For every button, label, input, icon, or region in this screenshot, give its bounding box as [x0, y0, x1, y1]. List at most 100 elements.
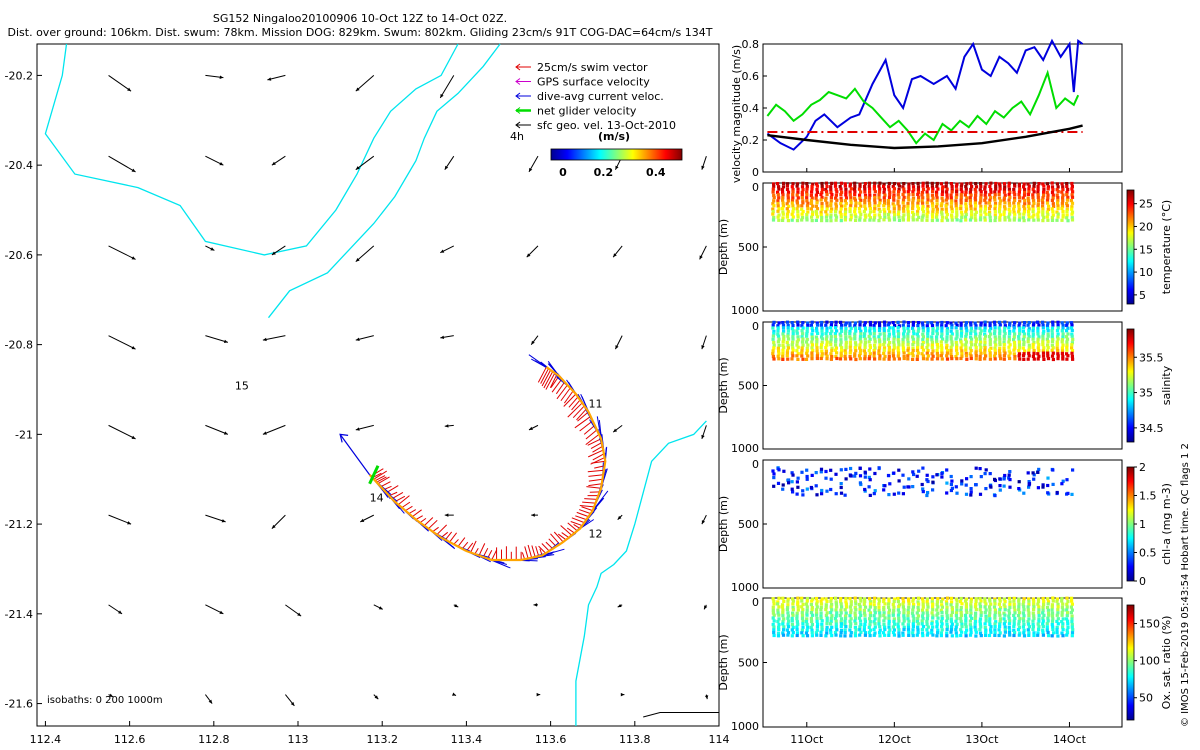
section-point [945, 202, 949, 206]
section-point [979, 213, 983, 217]
section-point [829, 599, 833, 603]
section-point [1008, 195, 1012, 199]
section-point [940, 326, 944, 330]
section-point [863, 622, 867, 626]
section-point [820, 207, 824, 211]
section-point [839, 334, 843, 338]
section-point [858, 182, 862, 186]
section-point [863, 343, 867, 347]
section-point [824, 323, 828, 327]
section-point [1022, 622, 1026, 626]
section-point [1064, 335, 1069, 339]
glider-track [368, 366, 607, 562]
section-point [1017, 349, 1021, 353]
section-point [993, 335, 997, 339]
section-point [839, 628, 844, 632]
section-point [906, 340, 910, 344]
colorbar-unit-label: (m/s) [598, 130, 630, 143]
section-point [1050, 207, 1054, 211]
section-point [858, 196, 862, 200]
section-point [1017, 343, 1022, 347]
section-point [896, 335, 900, 339]
section-point [787, 481, 791, 485]
section-point [891, 602, 895, 607]
section-point [819, 345, 823, 350]
section-point [883, 602, 887, 606]
section-point [1027, 625, 1031, 629]
section-point [1066, 326, 1070, 330]
section-point [945, 627, 949, 632]
section-point [910, 351, 915, 355]
section-point [872, 329, 877, 333]
section-point [1036, 195, 1040, 200]
section-point [993, 326, 997, 330]
swim-vector [588, 449, 604, 458]
section-point [931, 602, 935, 606]
section-point [1070, 599, 1074, 603]
section-point [786, 323, 790, 327]
section-point [998, 617, 1003, 621]
section-point [843, 628, 847, 632]
section-point [1027, 187, 1031, 191]
section-point [1031, 207, 1035, 211]
section-point [902, 332, 906, 336]
section-point [892, 182, 897, 186]
section-point [936, 616, 940, 620]
section-point [955, 329, 959, 333]
section-point [782, 625, 786, 629]
section-point [1061, 326, 1065, 330]
section-point [925, 611, 929, 615]
geo-velocity-arrow [439, 75, 455, 99]
section-point [964, 332, 968, 336]
section-point [979, 209, 983, 213]
section-point [955, 332, 959, 336]
section-point [771, 597, 775, 601]
section-point [834, 608, 838, 612]
section-point [849, 187, 853, 191]
section-point [931, 625, 935, 629]
section-point [878, 324, 882, 328]
section-point [916, 605, 920, 610]
colorbar-tick-label: 0.2 [594, 166, 614, 179]
section-point [960, 624, 964, 629]
section-point [959, 610, 963, 615]
section-point [790, 185, 794, 189]
section-point [785, 628, 789, 632]
section-point [786, 182, 790, 186]
section-point [897, 184, 901, 188]
section-point [901, 207, 906, 211]
section-point [790, 480, 794, 484]
section-point [839, 338, 843, 342]
section-point [1060, 204, 1065, 208]
section-point [973, 625, 977, 629]
section-point [790, 623, 794, 627]
colorbar-tick-label: 100 [1139, 655, 1160, 668]
section-point [1027, 213, 1031, 217]
section-point [897, 619, 901, 623]
section-point [1036, 357, 1040, 361]
section-point [790, 327, 794, 331]
section-point [777, 187, 781, 191]
section-point [786, 614, 790, 618]
section-point [882, 332, 886, 336]
section-point [863, 213, 867, 217]
section-point [920, 627, 924, 632]
section-point [862, 597, 867, 601]
section-point [931, 349, 935, 353]
section-point [983, 605, 987, 609]
section-point [782, 329, 786, 333]
geo-velocity-arrow [703, 604, 708, 610]
section-point [843, 218, 847, 222]
section-point [931, 608, 935, 612]
colorbar-tick-label: 10 [1139, 266, 1153, 279]
section-point [912, 619, 916, 623]
swim-vector [405, 505, 413, 512]
section-point [868, 597, 872, 601]
section-point [882, 351, 886, 355]
section-point [833, 332, 837, 336]
section-point [1036, 352, 1040, 356]
section-point [887, 334, 891, 339]
section-point [993, 218, 997, 223]
section-point [882, 488, 886, 492]
section-point [810, 351, 814, 355]
